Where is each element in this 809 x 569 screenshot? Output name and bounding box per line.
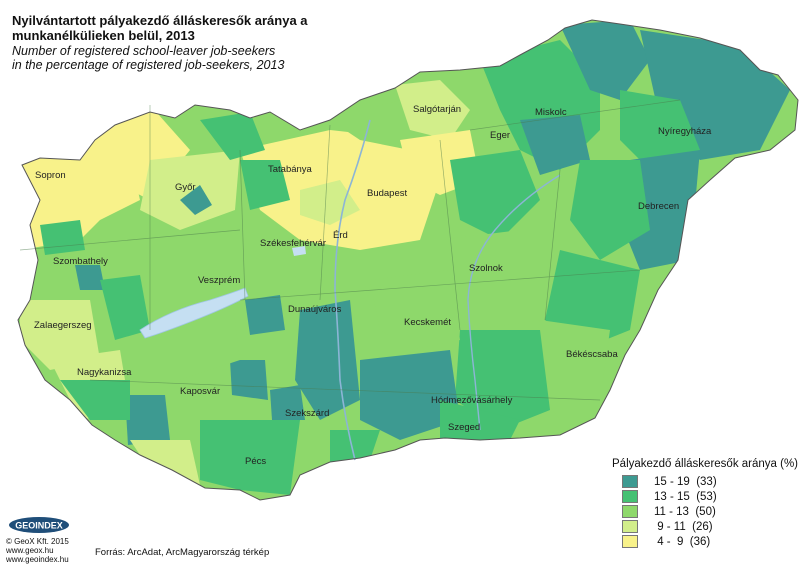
- lake-balaton: [139, 287, 249, 339]
- city-label: Nagykanizsa: [77, 367, 132, 378]
- legend-label: 11 - 13 (50): [654, 505, 716, 518]
- credits-copyright: © GeoX Kft. 2015: [6, 537, 69, 546]
- city-label: Zalaegerszeg: [34, 320, 92, 331]
- legend-item: 9 - 11 (26): [622, 519, 798, 534]
- legend-item: 13 - 15 (53): [622, 489, 798, 504]
- title-hungarian-line-2: munkanélkülieken belül, 2013: [12, 27, 195, 43]
- legend-swatch: [622, 490, 638, 503]
- legend-label: 4 - 9 (36): [654, 535, 711, 548]
- country-border: [17, 19, 799, 501]
- city-label: Veszprém: [198, 275, 240, 286]
- title-english-line-1: Number of registered school-leaver job-s…: [12, 43, 276, 58]
- county-boundaries: [19, 99, 681, 401]
- city-label: Nyíregyháza: [658, 126, 712, 137]
- city-label: Budapest: [367, 188, 408, 199]
- city-labels: Salgótarján Miskolc Nyíregyháza Eger Tat…: [34, 104, 712, 467]
- city-label: Tatabánya: [268, 164, 313, 175]
- legend: Pályakezdő álláskeresők aránya (%) 15 - …: [612, 458, 798, 549]
- city-label: Sopron: [35, 170, 66, 181]
- legend-swatch: [622, 475, 638, 488]
- map-title: Nyilvántartott pályakezdő álláskeresők a…: [12, 13, 308, 73]
- legend-swatch: [622, 505, 638, 518]
- lake-velence: [292, 246, 306, 256]
- credits-link-geox[interactable]: www.geox.hu: [6, 546, 54, 555]
- city-label: Érd: [333, 230, 348, 241]
- legend-swatch: [622, 535, 638, 548]
- logo-text: GEOINDEX: [15, 521, 63, 531]
- legend-swatch: [622, 520, 638, 533]
- title-english-line-2: in the percentage of registered job-seek…: [12, 58, 285, 73]
- city-label: Kecskemét: [404, 317, 451, 328]
- city-label: Miskolc: [535, 107, 567, 118]
- river-tisza: [467, 174, 561, 431]
- city-label: Szombathely: [53, 256, 108, 267]
- city-label: Békéscsaba: [566, 349, 618, 360]
- credits: © GeoX Kft. 2015 www.geox.hu www.geoinde…: [6, 537, 69, 564]
- river-danube: [334, 119, 371, 461]
- city-label: Salgótarján: [413, 104, 461, 115]
- legend-item: 11 - 13 (50): [622, 504, 798, 519]
- city-label: Győr: [175, 182, 196, 193]
- legend-item: 15 - 19 (33): [622, 474, 798, 489]
- city-label: Szekszárd: [285, 408, 329, 419]
- city-label: Székesfehérvár: [260, 238, 326, 249]
- city-label: Kaposvár: [180, 386, 220, 397]
- legend-label: 13 - 15 (53): [654, 490, 717, 503]
- legend-label: 15 - 19 (33): [654, 475, 717, 488]
- city-label: Eger: [490, 130, 510, 141]
- city-label: Pécs: [245, 456, 266, 467]
- city-label: Debrecen: [638, 201, 679, 212]
- city-label: Dunaújváros: [288, 304, 342, 315]
- city-label: Szeged: [448, 422, 480, 433]
- city-label: Szolnok: [469, 263, 503, 274]
- credits-link-geoindex[interactable]: www.geoindex.hu: [6, 555, 69, 564]
- legend-title: Pályakezdő álláskeresők aránya (%): [612, 458, 799, 470]
- title-hungarian-line-1: Nyilvántartott pályakezdő álláskeresők a…: [12, 13, 308, 28]
- city-label: Hódmezővásárhely: [431, 395, 513, 406]
- legend-label: 9 - 11 (26): [654, 520, 713, 533]
- geoindex-logo: GEOINDEX: [9, 517, 69, 533]
- legend-item: 4 - 9 (36): [622, 534, 798, 549]
- source-note: Forrás: ArcAdat, ArcMagyarország térkép: [95, 547, 270, 558]
